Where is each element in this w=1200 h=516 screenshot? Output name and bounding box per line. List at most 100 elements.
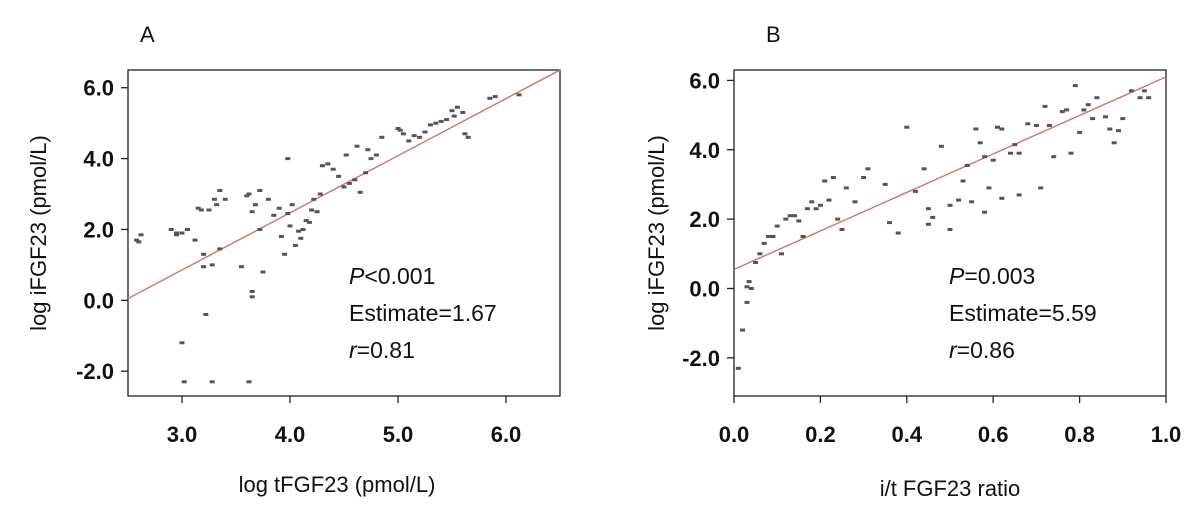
data-point xyxy=(783,217,789,221)
x-axis-title-b: i/t FGF23 ratio xyxy=(880,476,1021,501)
data-point xyxy=(449,109,455,113)
data-point xyxy=(1008,151,1013,155)
stat-r-a-value: =0.81 xyxy=(357,337,415,363)
data-point xyxy=(990,158,996,162)
data-point xyxy=(921,167,927,171)
data-point xyxy=(865,167,871,171)
data-point xyxy=(1025,122,1031,126)
data-point xyxy=(753,261,759,264)
x-tick-label: 0.4 xyxy=(892,422,923,447)
data-point xyxy=(319,164,325,168)
data-point xyxy=(195,206,201,210)
data-point xyxy=(174,233,180,237)
x-tick-label: 4.0 xyxy=(275,422,306,447)
data-point xyxy=(217,189,223,192)
data-point xyxy=(1072,84,1078,88)
fit-line-a xyxy=(127,69,561,300)
x-ticks-a: 3.0 4.0 5.0 6.0 xyxy=(167,396,522,447)
data-point xyxy=(912,189,918,193)
data-point xyxy=(422,130,428,134)
data-point xyxy=(341,185,347,189)
data-point xyxy=(222,197,228,201)
data-point xyxy=(1081,108,1087,112)
data-point xyxy=(999,127,1005,131)
data-point xyxy=(179,341,185,345)
data-point xyxy=(826,198,832,202)
data-point xyxy=(249,210,255,214)
stats-block-a: P<0.001 Estimate=1.67 r=0.81 xyxy=(349,263,497,363)
data-point xyxy=(761,241,767,245)
y-ticks-b: -2.0 0.0 2.0 4.0 6.0 xyxy=(682,68,734,371)
data-point xyxy=(292,243,298,247)
data-point xyxy=(817,203,823,207)
plot-frame-a xyxy=(127,69,561,397)
data-point xyxy=(1033,124,1039,127)
data-point xyxy=(969,200,975,204)
y-tick-label: 6.0 xyxy=(83,76,114,101)
data-point xyxy=(209,380,215,384)
x-tick-label: 6.0 xyxy=(491,422,522,447)
data-point xyxy=(379,135,385,139)
data-point xyxy=(960,179,966,183)
data-point xyxy=(357,190,363,194)
data-point xyxy=(317,192,323,196)
data-point xyxy=(1064,108,1070,112)
y-tick-label: -2.0 xyxy=(682,346,720,371)
data-point xyxy=(748,287,754,290)
data-point xyxy=(451,114,457,118)
data-point xyxy=(835,217,841,221)
data-point xyxy=(211,197,217,201)
data-point xyxy=(465,135,471,139)
stat-p-a-value: <0.001 xyxy=(364,263,435,289)
x-axis-title-a: log tFGF23 (pmol/L) xyxy=(239,472,436,497)
data-point xyxy=(813,207,819,211)
data-point xyxy=(400,132,406,136)
x-tick-label: 0.2 xyxy=(805,422,836,447)
data-point xyxy=(822,179,828,183)
data-point xyxy=(977,141,983,145)
data-point xyxy=(214,203,220,207)
data-point xyxy=(956,198,962,202)
data-point xyxy=(278,235,284,238)
stat-r-b: r=0.86 xyxy=(949,337,1015,363)
data-point xyxy=(492,95,498,99)
data-point xyxy=(203,313,209,316)
stat-estimate-b: Estimate=5.59 xyxy=(949,300,1097,326)
data-point xyxy=(796,219,802,223)
data-point xyxy=(179,231,185,235)
data-point xyxy=(314,210,320,214)
stat-p-a: P<0.001 xyxy=(349,263,435,289)
data-point xyxy=(1107,127,1113,131)
stat-p-b-value: =0.003 xyxy=(964,263,1035,289)
data-point xyxy=(774,224,780,228)
stat-estimate-a: Estimate=1.67 xyxy=(349,300,497,326)
data-point xyxy=(792,214,797,218)
data-point xyxy=(238,265,244,269)
data-point xyxy=(289,203,295,207)
data-point xyxy=(887,221,892,225)
stat-r-a: r=0.81 xyxy=(349,337,415,363)
x-ticks-b: 0.0 0.2 0.4 0.6 0.8 1.0 xyxy=(719,396,1181,447)
data-point xyxy=(363,171,369,175)
data-point xyxy=(1090,117,1096,121)
data-point xyxy=(271,213,277,217)
data-point xyxy=(487,96,493,100)
panel-b: B 0.0 0.2 0.4 0.6 0.8 1.0 -2.0 0.0 2.0 4.0 6.0 i/… xyxy=(644,22,1181,501)
data-point xyxy=(1051,155,1057,159)
data-point xyxy=(285,157,291,161)
data-point xyxy=(770,235,776,238)
data-point xyxy=(947,203,953,207)
stats-block-b: P=0.003 Estimate=5.59 r=0.86 xyxy=(949,263,1097,363)
data-point xyxy=(861,176,867,179)
data-point xyxy=(336,174,342,178)
data-point xyxy=(809,200,815,204)
data-point xyxy=(1059,110,1065,114)
panel-label-b: B xyxy=(766,22,781,47)
data-point xyxy=(925,222,931,226)
data-point xyxy=(995,125,1000,129)
regression-line xyxy=(127,69,561,300)
data-point xyxy=(303,219,309,223)
data-point xyxy=(1111,141,1117,145)
data-point xyxy=(1068,151,1074,155)
data-point xyxy=(1077,130,1083,134)
